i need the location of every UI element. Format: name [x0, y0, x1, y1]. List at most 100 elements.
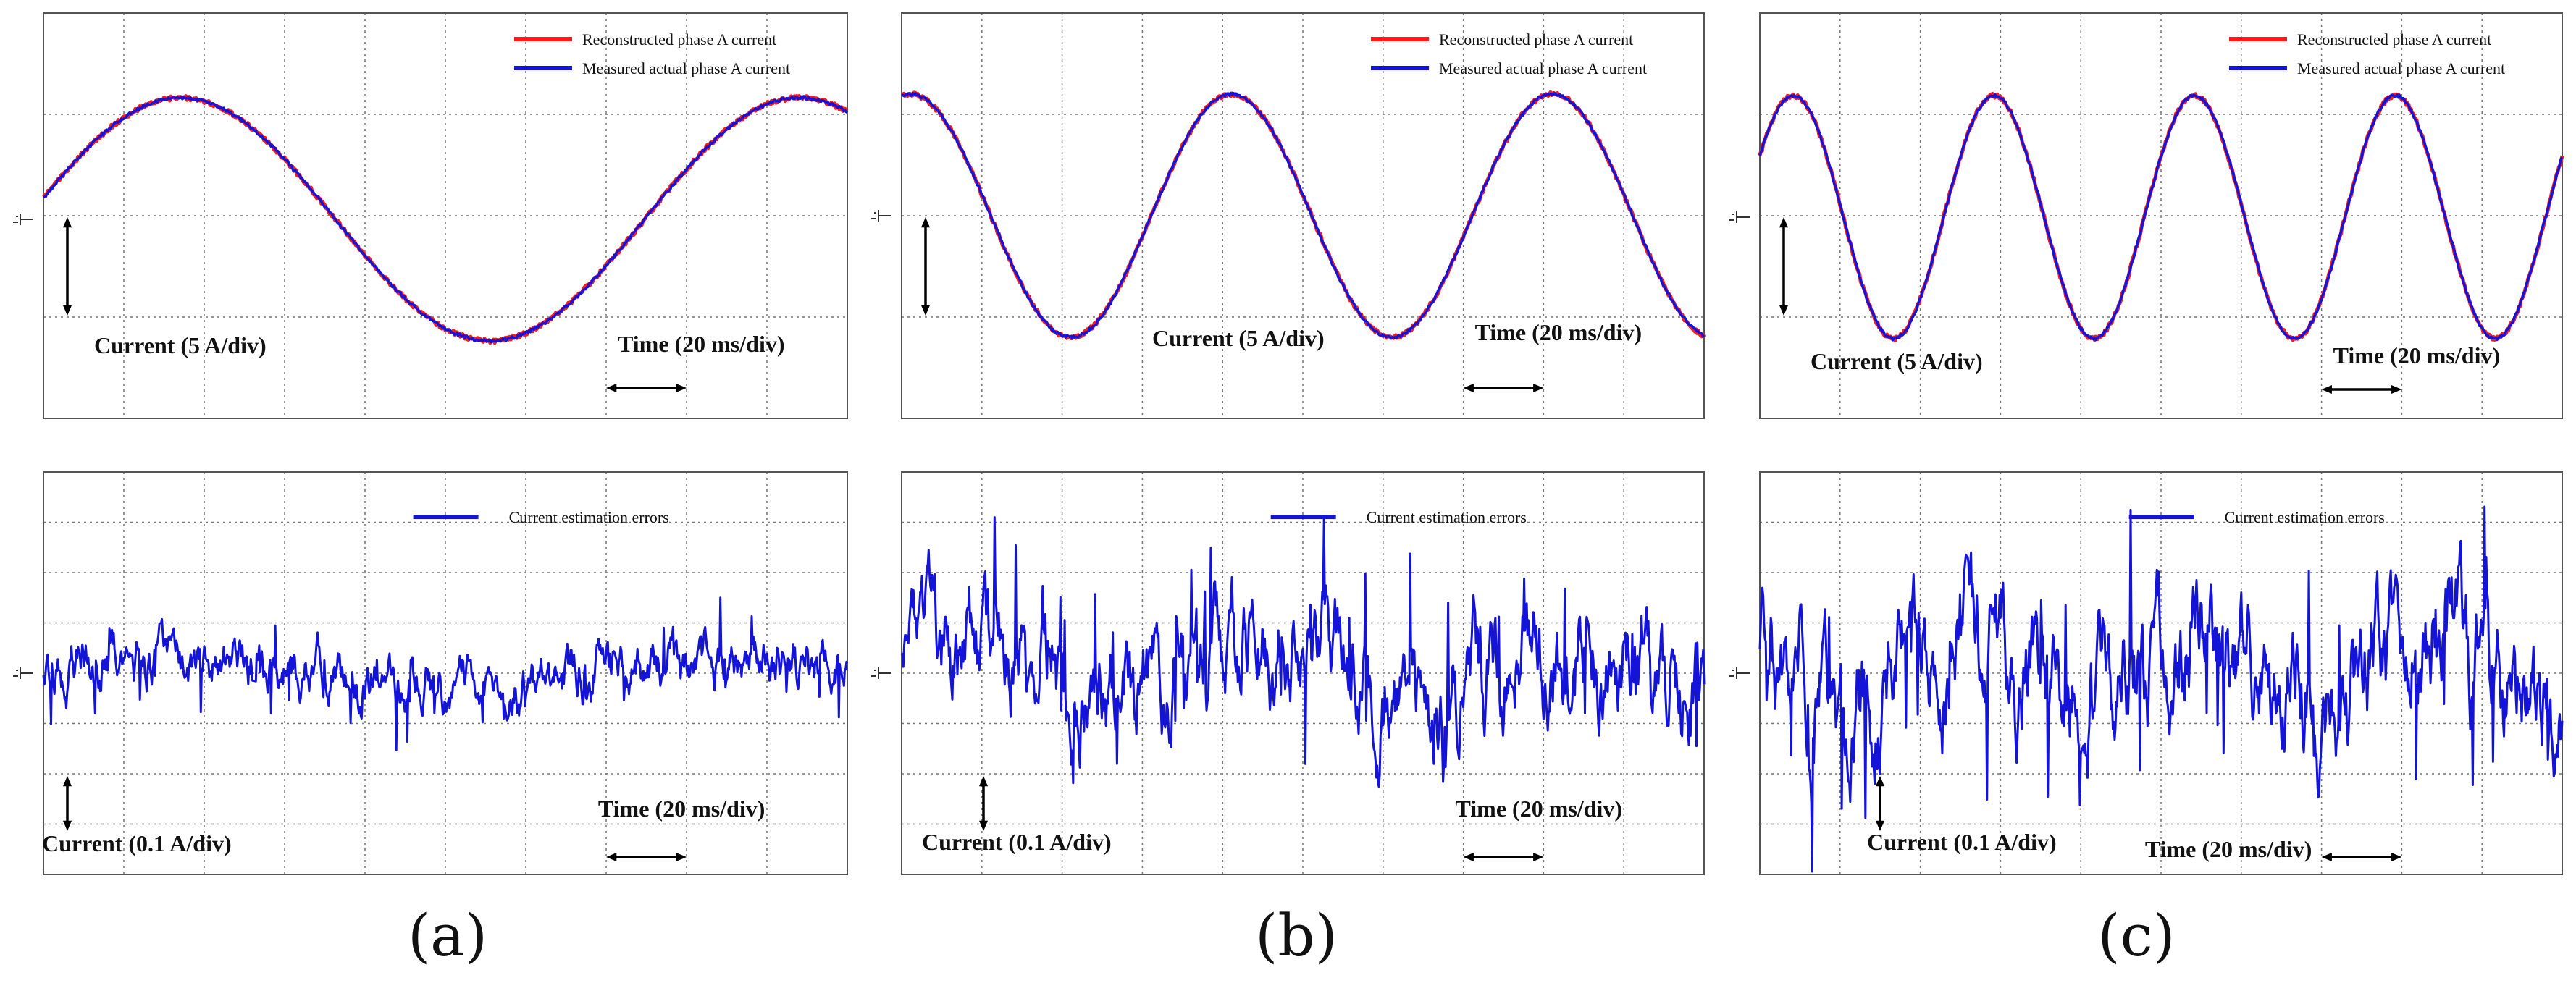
current-scale-arrow — [62, 217, 72, 316]
legend-label: Current estimation errors — [2225, 508, 2385, 526]
estimation-error-line — [900, 516, 1706, 788]
legend: Current estimation errors — [413, 508, 669, 526]
panel-label: (a) — [408, 902, 487, 969]
arrow-head — [1779, 217, 1789, 228]
arrow-head — [606, 852, 617, 862]
estimation-error-line — [1758, 505, 2564, 873]
grid — [1759, 12, 2563, 419]
legend-label: Measured actual phase A current — [582, 59, 790, 77]
time-scale-label: Time (20 ms/div) — [1456, 796, 1623, 822]
time-scale-label: Time (20 ms/div) — [2333, 342, 2501, 368]
grid — [43, 12, 848, 419]
arrow-head — [920, 305, 931, 316]
arrow-head — [2321, 384, 2332, 395]
current-scale-label: Current (5 A/div) — [1152, 325, 1325, 351]
ground-marker — [871, 667, 891, 679]
legend: Reconstructed phase A current Measured ac… — [1371, 30, 1647, 77]
measured-current-line — [42, 95, 848, 344]
legend-label: Reconstructed phase A current — [2297, 30, 2491, 48]
ground-marker — [13, 667, 33, 679]
current-scale-arrow — [978, 776, 989, 831]
arrow-head — [978, 820, 989, 831]
current-scale-arrow — [62, 776, 72, 831]
time-scale-arrow — [2321, 852, 2402, 862]
current-scale-arrow — [1779, 217, 1789, 316]
ground-marker — [13, 214, 33, 225]
time-scale-arrow — [2321, 384, 2402, 395]
time-scale-arrow — [606, 383, 687, 393]
measured-current-line — [1758, 93, 2564, 342]
legend-label: Reconstructed phase A current — [582, 30, 776, 48]
time-scale-label: Time (20 ms/div) — [618, 331, 785, 357]
ground-marker — [871, 210, 891, 222]
panel-label: (b) — [1255, 902, 1338, 969]
grid — [901, 471, 1705, 875]
plot-frame — [1759, 471, 2563, 875]
panel-label: (c) — [2097, 902, 2175, 969]
current-plot: Reconstructed phase A current Measured ac… — [1729, 12, 2564, 419]
legend: Reconstructed phase A current Measured ac… — [514, 30, 790, 77]
arrow-head — [62, 776, 72, 787]
arrow-head — [1463, 383, 1474, 393]
time-scale-label: Time (20 ms/div) — [598, 796, 765, 822]
arrow-head — [1533, 383, 1544, 393]
panel-a: Reconstructed phase A current Measured ac… — [13, 12, 849, 969]
current-scale-label: Current (5 A/div) — [1811, 348, 1983, 374]
legend-label: Current estimation errors — [509, 508, 669, 526]
arrow-head — [1875, 820, 1885, 831]
arrow-head — [676, 383, 687, 393]
panel-c: Reconstructed phase A current Measured ac… — [1729, 12, 2564, 969]
current-scale-label: Current (0.1 A/div) — [42, 830, 232, 856]
legend-label: Measured actual phase A current — [2297, 59, 2505, 77]
ground-marker — [1729, 211, 1750, 223]
grid — [43, 471, 848, 875]
legend-label: Reconstructed phase A current — [1439, 30, 1633, 48]
arrow-head — [606, 383, 617, 393]
plot-frame — [43, 471, 848, 875]
legend: Current estimation errors — [2128, 508, 2385, 526]
arrow-head — [920, 217, 931, 228]
arrow-head — [2391, 384, 2402, 395]
arrow-head — [62, 305, 72, 316]
arrow-head — [62, 217, 72, 228]
time-scale-label: Time (20 ms/div) — [2145, 836, 2312, 862]
ground-marker — [1729, 667, 1750, 679]
reconstructed-current-line — [42, 94, 849, 345]
arrow-head — [2391, 852, 2402, 862]
arrow-head — [978, 776, 989, 787]
grid — [1759, 471, 2563, 875]
arrow-head — [1779, 305, 1789, 316]
error-plot: Current estimation errors Current (0.1 A/… — [871, 471, 1706, 875]
time-scale-arrow — [606, 852, 687, 862]
error-plot: Current estimation errors Current (0.1 A/… — [13, 471, 849, 875]
arrow-head — [1875, 776, 1885, 787]
time-scale-label: Time (20 ms/div) — [1475, 319, 1642, 345]
arrow-head — [2321, 852, 2332, 862]
time-scale-arrow — [1463, 852, 1544, 862]
current-scale-arrow — [1875, 776, 1885, 831]
current-scale-label: Current (0.1 A/div) — [1867, 829, 2057, 855]
legend: Reconstructed phase A current Measured ac… — [2229, 30, 2505, 77]
panel-b: Reconstructed phase A current Measured ac… — [871, 12, 1706, 969]
plot-frame — [901, 12, 1705, 419]
time-scale-arrow — [1463, 383, 1544, 393]
current-scale-label: Current (5 A/div) — [94, 332, 267, 358]
error-plot: Current estimation errors Current (0.1 A/… — [1729, 471, 2564, 875]
arrow-head — [676, 852, 687, 862]
current-plot: Reconstructed phase A current Measured ac… — [13, 12, 849, 419]
legend-label: Current estimation errors — [1367, 508, 1527, 526]
arrow-head — [62, 820, 72, 831]
plot-frame — [43, 12, 848, 419]
measured-current-line — [901, 91, 1706, 340]
legend-label: Measured actual phase A current — [1439, 59, 1647, 77]
grid — [901, 12, 1705, 419]
arrow-head — [1463, 852, 1474, 862]
current-plot: Reconstructed phase A current Measured ac… — [871, 12, 1706, 419]
legend: Current estimation errors — [1270, 508, 1527, 526]
estimation-error-line — [42, 596, 849, 751]
plot-frame — [1759, 12, 2563, 419]
arrow-head — [1533, 852, 1544, 862]
current-scale-label: Current (0.1 A/div) — [922, 829, 1112, 855]
current-scale-arrow — [920, 217, 931, 316]
